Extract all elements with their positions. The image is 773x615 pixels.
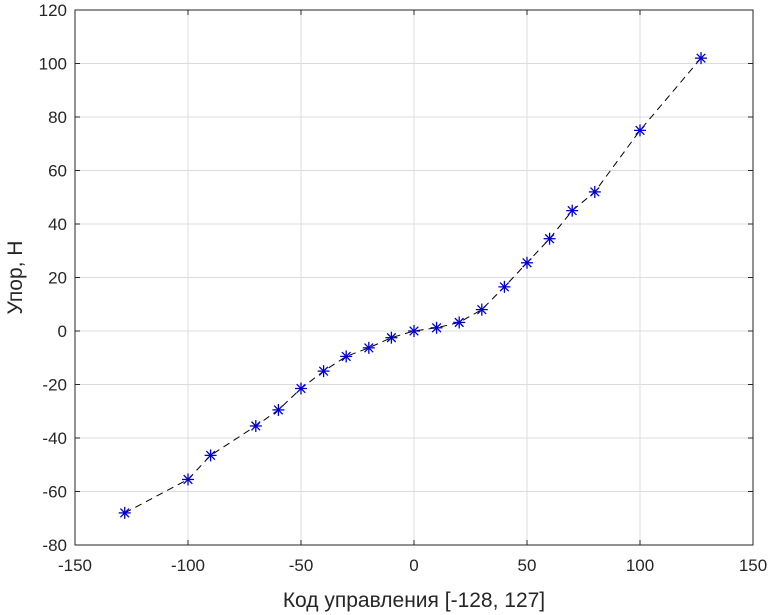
data-point-asterisk: [385, 331, 398, 344]
data-point-asterisk: [295, 382, 307, 395]
y-tick-label: -20: [42, 376, 67, 395]
data-point-asterisk: [362, 341, 375, 354]
y-tick-label: 20: [48, 269, 67, 288]
plot-area: [118, 52, 708, 519]
data-point-asterisk: [118, 506, 131, 519]
data-point-asterisk: [521, 256, 533, 269]
y-tick-label: -60: [42, 483, 67, 502]
data-point-asterisk: [566, 204, 579, 217]
y-tick-label: -80: [42, 536, 67, 555]
y-axis-title: Упор, Н: [4, 241, 27, 315]
data-point-asterisk: [272, 403, 285, 416]
x-axis-title: Код управления [-128, 127]: [283, 589, 545, 612]
grid: [74, 9, 754, 546]
y-tick-label: 0: [58, 322, 67, 341]
data-point-asterisk: [498, 280, 511, 293]
y-tick-label: -40: [42, 429, 67, 448]
data-point-asterisk: [340, 350, 353, 363]
y-tick-label: 120: [39, 1, 67, 20]
y-axis-ticks: -80 -60 -40 -20 0 20 40 60 80 100 120: [39, 1, 753, 555]
data-point-asterisk: [543, 232, 556, 245]
x-tick-label: -150: [58, 556, 92, 575]
data-point-asterisk: [317, 365, 330, 378]
series-line: [124, 57, 702, 514]
data-point-asterisk: [204, 449, 217, 462]
y-tick-label: 60: [48, 162, 67, 181]
data-point-asterisk: [453, 316, 466, 329]
x-tick-label: 0: [409, 556, 418, 575]
x-tick-label: 50: [518, 556, 537, 575]
data-point-asterisk: [475, 303, 488, 316]
x-tick-label: 150: [739, 556, 767, 575]
x-tick-label: -50: [289, 556, 314, 575]
x-tick-label: 100: [626, 556, 654, 575]
x-axis-ticks: -150 -100 -50 0 50 100 150: [58, 10, 767, 575]
data-point-asterisk: [249, 419, 262, 432]
y-tick-label: 80: [48, 108, 67, 127]
data-point-asterisk: [408, 325, 420, 337]
data-point-asterisk: [695, 52, 708, 65]
y-tick-label: 100: [39, 55, 67, 74]
data-point-asterisk: [588, 185, 601, 198]
y-tick-label: 40: [48, 215, 67, 234]
x-tick-label: -100: [171, 556, 205, 575]
data-point-asterisk: [430, 321, 443, 334]
data-point-asterisk: [634, 124, 646, 137]
data-point-asterisk: [182, 473, 194, 486]
